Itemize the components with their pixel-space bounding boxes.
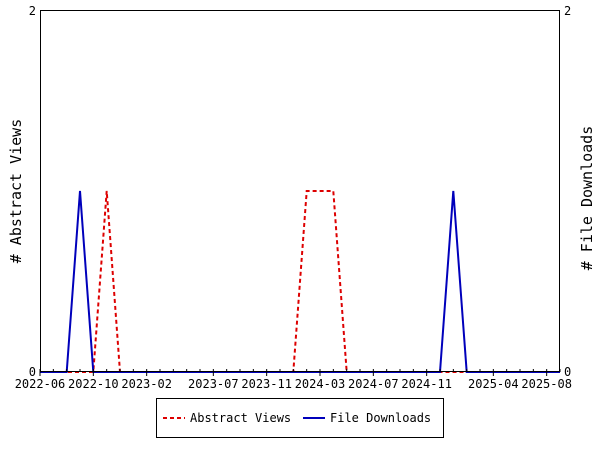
legend-box [156, 398, 444, 438]
plot-frame [40, 10, 560, 372]
x-tick-label: 2023-11 [241, 377, 292, 391]
x-tick-label: 2023-02 [121, 377, 172, 391]
ticks-layer: 2022-06 2022-10 2023-02 2023-07 2023-11 2024-… [15, 369, 572, 391]
y-tick-right-2: 2 [564, 4, 571, 18]
legend-label-file-downloads: File Downloads [330, 411, 431, 425]
x-tick-label: 2024-07 [348, 377, 399, 391]
legend: Abstract Views File Downloads [156, 398, 444, 438]
axes-layer [40, 10, 560, 372]
x-tick-label: 2022-10 [68, 377, 119, 391]
x-tick-label: 2024-11 [401, 377, 452, 391]
y-tick-left-2: 2 [29, 4, 36, 18]
y-tick-right-0: 0 [564, 365, 571, 379]
series-line-abstract-views [40, 190, 560, 373]
x-tick-label: 2025-08 [521, 377, 572, 391]
x-tick-label: 2022-06 [15, 377, 66, 391]
x-tick-label: 2023-07 [188, 377, 239, 391]
x-tick-label: 2024-03 [295, 377, 346, 391]
series-layer [39, 190, 561, 373]
legend-label-abstract-views: Abstract Views [190, 411, 291, 425]
x-tick-label: 2025-04 [468, 377, 519, 391]
y-tick-left-0: 0 [29, 365, 36, 379]
y-axis-title-right: # File Downloads [578, 126, 596, 271]
y-axis-title-left: # Abstract Views [7, 119, 25, 264]
